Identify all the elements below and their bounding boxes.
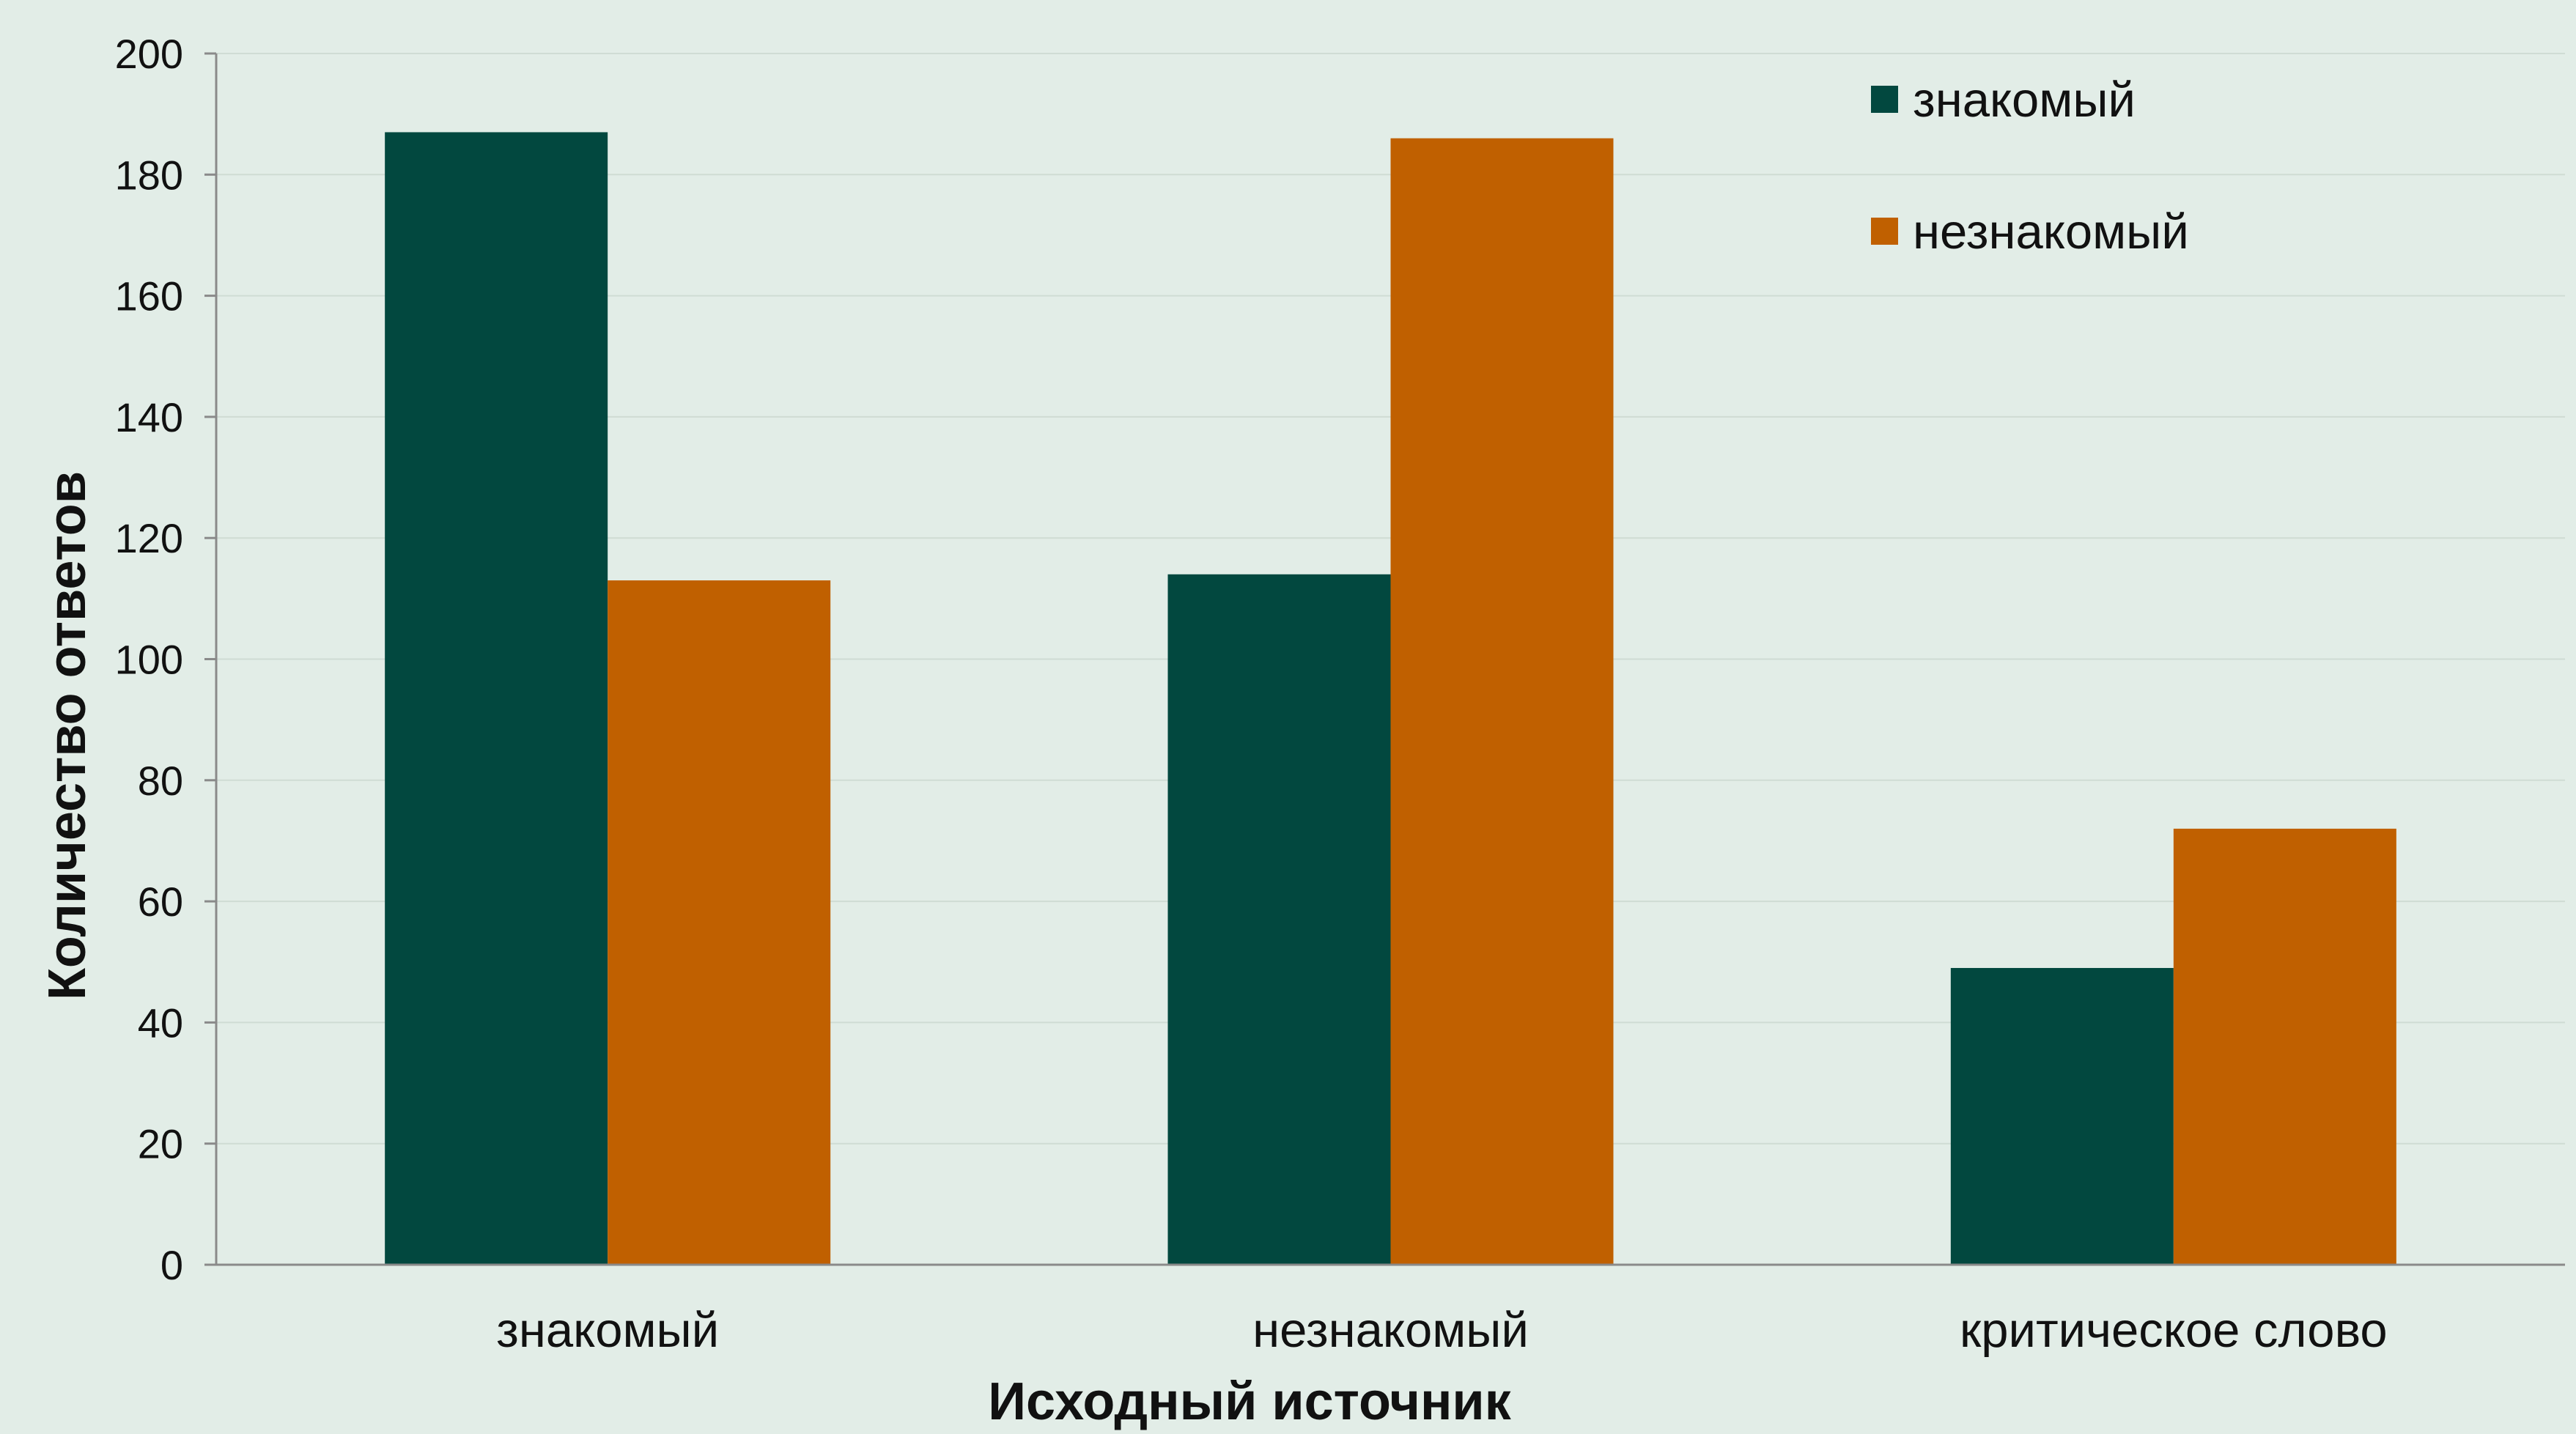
y-tick-label: 40 [138, 999, 183, 1046]
bars [385, 132, 2396, 1265]
y-tick-label: 120 [115, 515, 183, 561]
legend-swatch [1871, 86, 1898, 113]
y-tick-labels: 0 20 40 60 80 100 120 140 160 180 200 [115, 31, 216, 1288]
y-tick-label: 200 [115, 31, 183, 77]
bar [1167, 574, 1391, 1265]
bar [385, 132, 608, 1265]
y-tick-label: 0 [160, 1242, 183, 1288]
y-axis-title: Количество ответов [38, 471, 97, 1000]
legend-swatch [1871, 218, 1898, 245]
bar [2173, 828, 2396, 1265]
bar [608, 580, 831, 1265]
legend-label: незнакомый [1913, 204, 2189, 259]
y-tick-label: 80 [138, 758, 183, 804]
x-axis-title: Исходный источник [988, 1372, 1511, 1430]
legend-label: знакомый [1913, 73, 2136, 127]
bar [1950, 968, 2174, 1265]
y-tick-label: 180 [115, 152, 183, 198]
x-category-label: критическое слово [1960, 1303, 2388, 1358]
y-tick-label: 140 [115, 394, 183, 440]
x-category-label: знакомый [496, 1303, 719, 1358]
y-tick-label: 160 [115, 273, 183, 319]
x-category-label: незнакомый [1252, 1303, 1529, 1358]
y-tick-label: 100 [115, 637, 183, 683]
y-tick-label: 60 [138, 879, 183, 925]
legend: знакомый незнакомый [1871, 73, 2189, 259]
y-tick-label: 20 [138, 1121, 183, 1167]
bar [1390, 138, 1614, 1265]
x-category-labels: знакомый незнакомый критическое слово [496, 1303, 2388, 1358]
